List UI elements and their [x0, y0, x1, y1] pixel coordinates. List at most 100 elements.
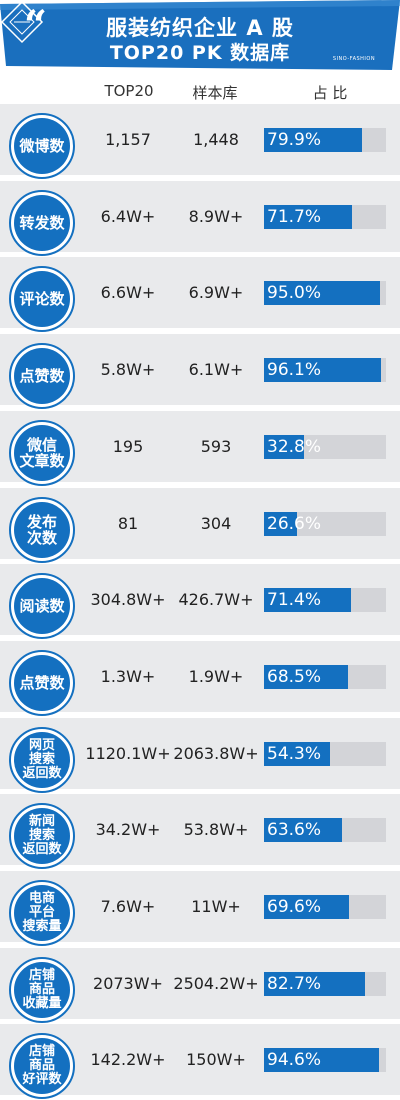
- table-row: 点赞数 5.8W+ 6.1W+ 96.1%: [0, 334, 400, 409]
- banner-shape: [0, 0, 400, 70]
- badge-circle-icon: [9, 727, 75, 793]
- metric-badge: 转发数: [8, 189, 76, 257]
- ratio-label: 95.0%: [267, 283, 322, 303]
- ratio-bar: [264, 895, 349, 919]
- ratio-bar: [264, 128, 362, 152]
- ratio-bar: [264, 512, 297, 536]
- badge-circle-icon: [9, 803, 75, 869]
- table-row: 阅读数 304.8W+ 426.7W+ 71.4%: [0, 564, 400, 639]
- ratio-bar: [264, 742, 331, 766]
- sample-value: 8.9W+: [188, 207, 244, 226]
- page-title: 服装纺织企业 A 股: [106, 16, 294, 40]
- metric-label: 电商 平台 搜索量: [22, 891, 62, 934]
- badge-circle-icon: [9, 497, 75, 563]
- ratio-label: 54.3%: [267, 744, 322, 764]
- table-row: 发布 次数 81 304 26.6%: [0, 488, 400, 563]
- metric-label: 店铺 商品 收藏量: [22, 968, 62, 1011]
- metric-badge: 新闻 搜索 返回数: [8, 802, 76, 870]
- ratio-label: 68.5%: [267, 667, 322, 687]
- sample-value: 6.1W+: [188, 360, 244, 379]
- table-row: 网页 搜索 返回数 1120.1W+ 2063.8W+ 54.3%: [0, 718, 400, 793]
- metric-badge: 店铺 商品 收藏量: [8, 956, 76, 1024]
- column-header-ratio: 占 比: [312, 84, 348, 102]
- quote-mark: “: [24, 2, 48, 49]
- top20-value: 5.8W+: [100, 360, 156, 379]
- top20-value: 195: [112, 437, 144, 456]
- ratio-bar: [264, 972, 365, 996]
- header-banner: “ 服装纺织企业 A 股 TOP20 PK 数据库 SINO-FASHION: [0, 0, 400, 70]
- ratio-bar: [264, 358, 382, 382]
- badge-circle-icon: [9, 1033, 75, 1099]
- badge-circle-icon: [9, 573, 75, 639]
- metric-label: 店铺 商品 好评数: [22, 1044, 62, 1087]
- ratio-label: 63.6%: [267, 820, 322, 840]
- metric-badge: 点赞数: [8, 649, 76, 717]
- ratio-bar: [264, 665, 348, 689]
- column-header-top20: TOP20: [104, 82, 154, 100]
- metric-label: 评论数: [19, 290, 65, 308]
- ratio-label: 71.7%: [267, 207, 322, 227]
- sample-value: 11W+: [191, 897, 241, 916]
- metric-label: 点赞数: [19, 674, 65, 692]
- table-row: 微博数 1,157 1,448 79.9%: [0, 104, 400, 179]
- sample-value: 1.9W+: [188, 667, 244, 686]
- metric-label: 微信 文章数: [19, 436, 65, 470]
- top20-value: 34.2W+: [95, 820, 161, 839]
- brand-logo-text: SINO-FASHION: [332, 56, 376, 62]
- ratio-bar-track: 69.6%: [264, 895, 386, 919]
- badge-circle-icon: [9, 343, 75, 409]
- metric-badge: 点赞数: [8, 342, 76, 410]
- metric-label: 转发数: [19, 214, 65, 232]
- metric-label: 微博数: [19, 137, 65, 155]
- badge-circle-icon: [9, 113, 75, 179]
- ratio-label: 26.6%: [267, 514, 322, 534]
- sample-value: 150W+: [186, 1050, 246, 1069]
- ratio-bar-track: 82.7%: [264, 972, 386, 996]
- metric-badge: 电商 平台 搜索量: [8, 879, 76, 947]
- ratio-bar: [264, 588, 352, 612]
- top20-value: 1,157: [105, 130, 151, 149]
- metric-badge: 网页 搜索 返回数: [8, 726, 76, 794]
- metric-badge: 阅读数: [8, 572, 76, 640]
- ratio-bar: [264, 435, 304, 459]
- top20-value: 142.2W+: [90, 1050, 166, 1069]
- brand-logo-icon: [0, 0, 44, 44]
- ratio-label: 82.7%: [267, 974, 322, 994]
- sample-value: 53.8W+: [183, 820, 249, 839]
- badge-circle-icon: [9, 957, 75, 1023]
- ratio-bar-track: 63.6%: [264, 818, 386, 842]
- ratio-bar-track: 79.9%: [264, 128, 386, 152]
- top20-value: 7.6W+: [100, 897, 156, 916]
- ratio-bar: [264, 818, 342, 842]
- badge-circle-icon: [9, 190, 75, 256]
- ratio-bar: [264, 1048, 380, 1072]
- sample-value: 1,448: [193, 130, 239, 149]
- ratio-label: 79.9%: [267, 130, 322, 150]
- ratio-label: 32.8%: [267, 437, 322, 457]
- top20-value: 304.8W+: [90, 590, 166, 609]
- top20-value: 1120.1W+: [85, 744, 171, 763]
- table-row: 评论数 6.6W+ 6.9W+ 95.0%: [0, 257, 400, 332]
- ratio-bar-track: 32.8%: [264, 435, 386, 459]
- ratio-bar: [264, 281, 380, 305]
- top20-value: 6.4W+: [100, 207, 156, 226]
- metric-badge: 评论数: [8, 265, 76, 333]
- ratio-label: 96.1%: [267, 360, 322, 380]
- table-row: 电商 平台 搜索量 7.6W+ 11W+ 69.6%: [0, 871, 400, 946]
- page-subtitle: TOP20 PK 数据库: [109, 42, 291, 64]
- metric-label: 新闻 搜索 返回数: [22, 814, 62, 857]
- metric-label: 阅读数: [19, 597, 65, 615]
- sample-value: 593: [200, 437, 232, 456]
- metric-label: 发布 次数: [26, 513, 57, 547]
- table-row: 转发数 6.4W+ 8.9W+ 71.7%: [0, 181, 400, 256]
- ratio-label: 71.4%: [267, 590, 322, 610]
- table-row: 微信 文章数 195 593 32.8%: [0, 411, 400, 486]
- badge-circle-icon: [9, 266, 75, 332]
- ratio-bar-track: 96.1%: [264, 358, 386, 382]
- ratio-bar-track: 71.7%: [264, 205, 386, 229]
- sample-value: 6.9W+: [188, 283, 244, 302]
- ratio-bar-track: 95.0%: [264, 281, 386, 305]
- badge-circle-icon: [9, 420, 75, 486]
- table-row: 点赞数 1.3W+ 1.9W+ 68.5%: [0, 641, 400, 716]
- table-row: 店铺 商品 收藏量 2073W+ 2504.2W+ 82.7%: [0, 948, 400, 1023]
